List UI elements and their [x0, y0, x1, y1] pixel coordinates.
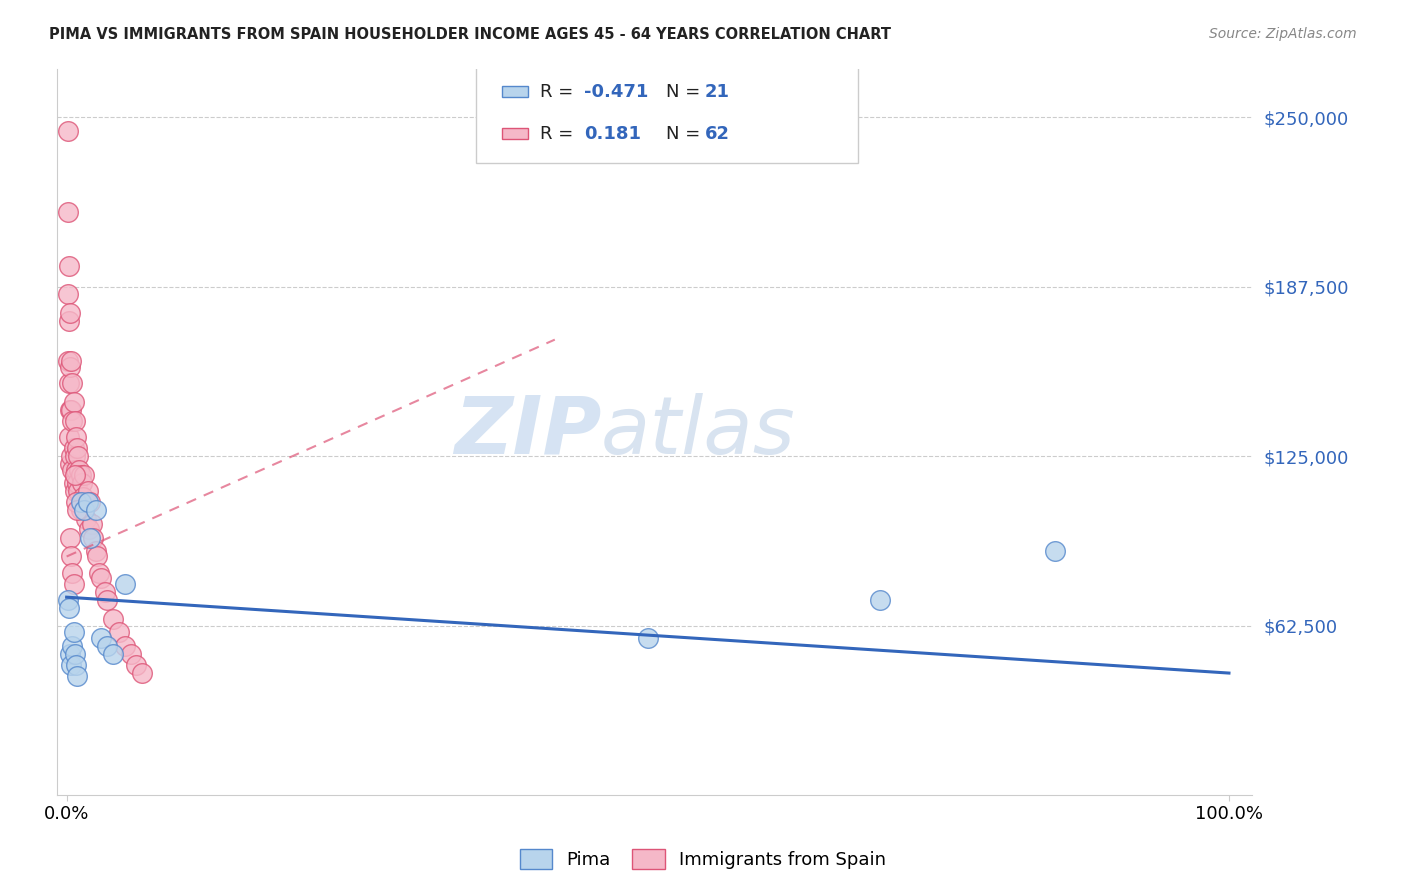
Text: 0.181: 0.181 [585, 125, 641, 143]
Text: -0.471: -0.471 [585, 83, 648, 101]
Point [70, 476, 93, 491]
Point [63, 449, 86, 463]
Point [56, 124, 79, 138]
Point [69, 495, 91, 509]
Point [60, 354, 83, 368]
Point [120, 647, 142, 661]
Point [63, 647, 86, 661]
Point [62, 639, 84, 653]
Point [66, 669, 89, 683]
Point [66, 441, 89, 455]
Point [60, 657, 83, 672]
Point [67, 484, 90, 499]
Point [131, 666, 153, 681]
Point [101, 612, 124, 626]
Point [59, 647, 82, 661]
Point [82, 531, 104, 545]
Point [56, 205, 79, 219]
Point [67, 463, 90, 477]
Point [84, 503, 107, 517]
Point [114, 639, 136, 653]
Point [84, 544, 107, 558]
Point [125, 657, 148, 672]
Point [65, 495, 87, 509]
Point [62, 476, 84, 491]
Text: ZIP: ZIP [454, 392, 600, 471]
Point [869, 593, 891, 607]
Point [62, 414, 84, 428]
Point [79, 531, 101, 545]
FancyBboxPatch shape [475, 62, 858, 163]
Point [76, 484, 98, 499]
Point [72, 490, 94, 504]
Point [65, 430, 87, 444]
Text: atlas: atlas [600, 392, 796, 471]
Point [96, 639, 118, 653]
Point [62, 463, 84, 477]
Point [63, 468, 86, 483]
Point [82, 516, 104, 531]
Point [75, 511, 97, 525]
Point [90, 571, 112, 585]
Point [79, 495, 101, 509]
Point [58, 313, 80, 327]
Point [58, 260, 80, 274]
Point [73, 503, 96, 517]
Point [56, 354, 79, 368]
Point [101, 647, 124, 661]
Text: R =: R = [540, 83, 579, 101]
Point [108, 625, 131, 640]
Text: Source: ZipAtlas.com: Source: ZipAtlas.com [1209, 27, 1357, 41]
Legend: Pima, Immigrants from Spain: Pima, Immigrants from Spain [510, 839, 896, 879]
Point [67, 449, 90, 463]
Text: N =: N = [665, 83, 706, 101]
Point [86, 549, 108, 564]
Text: 21: 21 [704, 83, 730, 101]
Point [1043, 544, 1066, 558]
Point [65, 463, 87, 477]
Text: N =: N = [665, 125, 706, 143]
Point [60, 449, 83, 463]
Point [59, 305, 82, 319]
Point [58, 601, 80, 615]
Point [89, 566, 111, 580]
Point [637, 631, 659, 645]
Point [60, 549, 83, 564]
Text: PIMA VS IMMIGRANTS FROM SPAIN HOUSEHOLDER INCOME AGES 45 - 64 YEARS CORRELATION : PIMA VS IMMIGRANTS FROM SPAIN HOUSEHOLDE… [49, 27, 891, 42]
Point [62, 566, 84, 580]
FancyBboxPatch shape [502, 86, 529, 97]
Point [96, 593, 118, 607]
Point [62, 625, 84, 640]
Point [77, 522, 100, 536]
Point [58, 430, 80, 444]
FancyBboxPatch shape [502, 128, 529, 138]
Point [60, 403, 83, 417]
Point [76, 495, 98, 509]
Point [69, 468, 91, 483]
Point [66, 476, 89, 491]
Point [59, 359, 82, 374]
Point [59, 403, 82, 417]
Point [69, 503, 91, 517]
Point [75, 495, 97, 509]
Point [62, 576, 84, 591]
Text: R =: R = [540, 125, 585, 143]
Point [59, 458, 82, 472]
Point [63, 414, 86, 428]
Point [63, 484, 86, 499]
Text: 62: 62 [704, 125, 730, 143]
Point [66, 503, 89, 517]
Point [114, 576, 136, 591]
Point [59, 531, 82, 545]
Point [56, 286, 79, 301]
Point [94, 584, 117, 599]
Point [90, 631, 112, 645]
Point [73, 468, 96, 483]
Point [62, 395, 84, 409]
Point [58, 376, 80, 390]
Point [65, 657, 87, 672]
Point [56, 593, 79, 607]
Point [62, 376, 84, 390]
Point [62, 441, 84, 455]
